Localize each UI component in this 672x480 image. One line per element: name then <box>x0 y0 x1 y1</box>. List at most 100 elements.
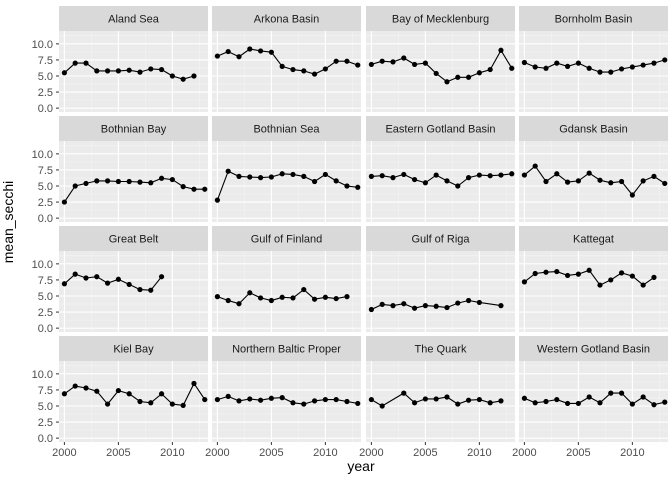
facet-strip <box>59 226 208 251</box>
data-point <box>72 60 78 66</box>
data-point <box>629 192 635 198</box>
data-point <box>476 396 482 403</box>
facet-panel: Western Gotland Basin 2000 2005 2010 <box>512 336 668 459</box>
data-point <box>629 401 635 407</box>
data-point <box>597 177 603 183</box>
data-point <box>290 66 296 73</box>
data-point <box>158 391 165 397</box>
data-point <box>532 270 538 277</box>
data-point <box>543 178 549 185</box>
facet-panel: Bay of Mecklenburg <box>366 6 515 112</box>
x-tick-label: 2010 <box>160 447 184 459</box>
data-point <box>137 179 143 185</box>
data-point <box>268 174 274 180</box>
data-point <box>379 58 385 64</box>
data-point <box>225 168 231 174</box>
data-point <box>180 76 186 82</box>
data-point <box>202 396 208 403</box>
data-point <box>586 65 592 71</box>
x-tick-label: 2010 <box>467 447 491 459</box>
data-point <box>126 281 132 288</box>
data-point <box>72 271 78 277</box>
facet-panel: Kiel Bay 0.0 2.5 5.0 7.5 10.0 2000 2005 2010 <box>32 336 208 459</box>
facet-strip-label: Gulf of Finland <box>251 234 323 246</box>
data-point <box>444 79 450 85</box>
data-point <box>311 296 318 302</box>
data-point <box>290 400 296 406</box>
data-point <box>379 403 385 409</box>
data-point <box>301 173 307 179</box>
data-point <box>61 281 67 287</box>
y-tick-label: 5.0 <box>38 291 53 303</box>
data-point <box>379 301 385 307</box>
data-point <box>279 171 285 177</box>
data-point <box>662 399 668 405</box>
data-point <box>662 180 668 187</box>
facet-panel: Bornholm Basin <box>519 6 668 112</box>
facet-strip <box>212 336 361 361</box>
facet-strip <box>519 6 668 31</box>
data-point <box>401 171 407 178</box>
data-point <box>301 68 307 74</box>
y-axis-title: mean_secchi <box>0 181 16 264</box>
data-point <box>191 186 197 192</box>
data-point <box>465 74 472 80</box>
facet-panel: Gulf of Riga <box>366 226 515 332</box>
data-point <box>651 274 657 280</box>
data-point <box>247 290 253 296</box>
facet-strip-label: Eastern Gotland Basin <box>385 124 495 136</box>
data-point <box>640 282 646 288</box>
data-point <box>618 178 625 185</box>
x-tick-label: 2000 <box>205 447 229 459</box>
facet-strip <box>519 116 668 141</box>
data-point <box>279 63 285 69</box>
y-tick-label: 0.0 <box>38 213 53 225</box>
data-point <box>225 48 231 55</box>
data-point <box>333 178 339 184</box>
x-tick-label: 2005 <box>106 447 130 459</box>
data-point <box>618 66 625 72</box>
x-tick-label: 2005 <box>566 447 590 459</box>
data-point <box>487 400 493 406</box>
x-tick-label: 2000 <box>52 447 76 459</box>
data-point <box>257 397 264 403</box>
data-point <box>411 61 418 68</box>
data-point <box>126 391 132 397</box>
data-point <box>411 305 418 311</box>
plot-background <box>212 251 361 332</box>
data-point <box>247 174 253 180</box>
data-point <box>126 67 132 73</box>
plot-background <box>519 251 668 332</box>
facet-strip-label: Arkona Basin <box>254 14 319 26</box>
data-point <box>214 53 220 59</box>
data-point <box>368 173 374 179</box>
data-point <box>444 394 450 400</box>
facet-strip <box>366 6 515 31</box>
x-axis-title: year <box>347 458 375 474</box>
data-point <box>214 197 220 203</box>
facet-panel: Eastern Gotland Basin <box>366 116 515 222</box>
facet-strip <box>519 336 668 361</box>
data-point <box>554 396 560 403</box>
data-point <box>344 398 350 405</box>
y-tick-label: 7.5 <box>38 275 53 287</box>
data-point <box>433 70 439 77</box>
data-point <box>401 301 407 307</box>
data-point <box>180 184 186 190</box>
data-point <box>83 180 89 187</box>
plot-background <box>212 31 361 112</box>
data-point <box>236 301 242 307</box>
data-point <box>94 178 100 184</box>
data-point <box>268 49 274 55</box>
data-point <box>532 64 538 70</box>
data-point <box>301 401 307 407</box>
data-point <box>651 60 657 66</box>
data-point <box>355 400 361 407</box>
plot-background <box>366 141 515 222</box>
facet-panel: Aland Sea 0.0 2.5 5.0 7.5 10.0 <box>32 6 208 115</box>
facet-strip <box>366 226 515 251</box>
data-point <box>608 69 614 75</box>
data-point <box>640 394 646 400</box>
data-point <box>191 380 197 387</box>
